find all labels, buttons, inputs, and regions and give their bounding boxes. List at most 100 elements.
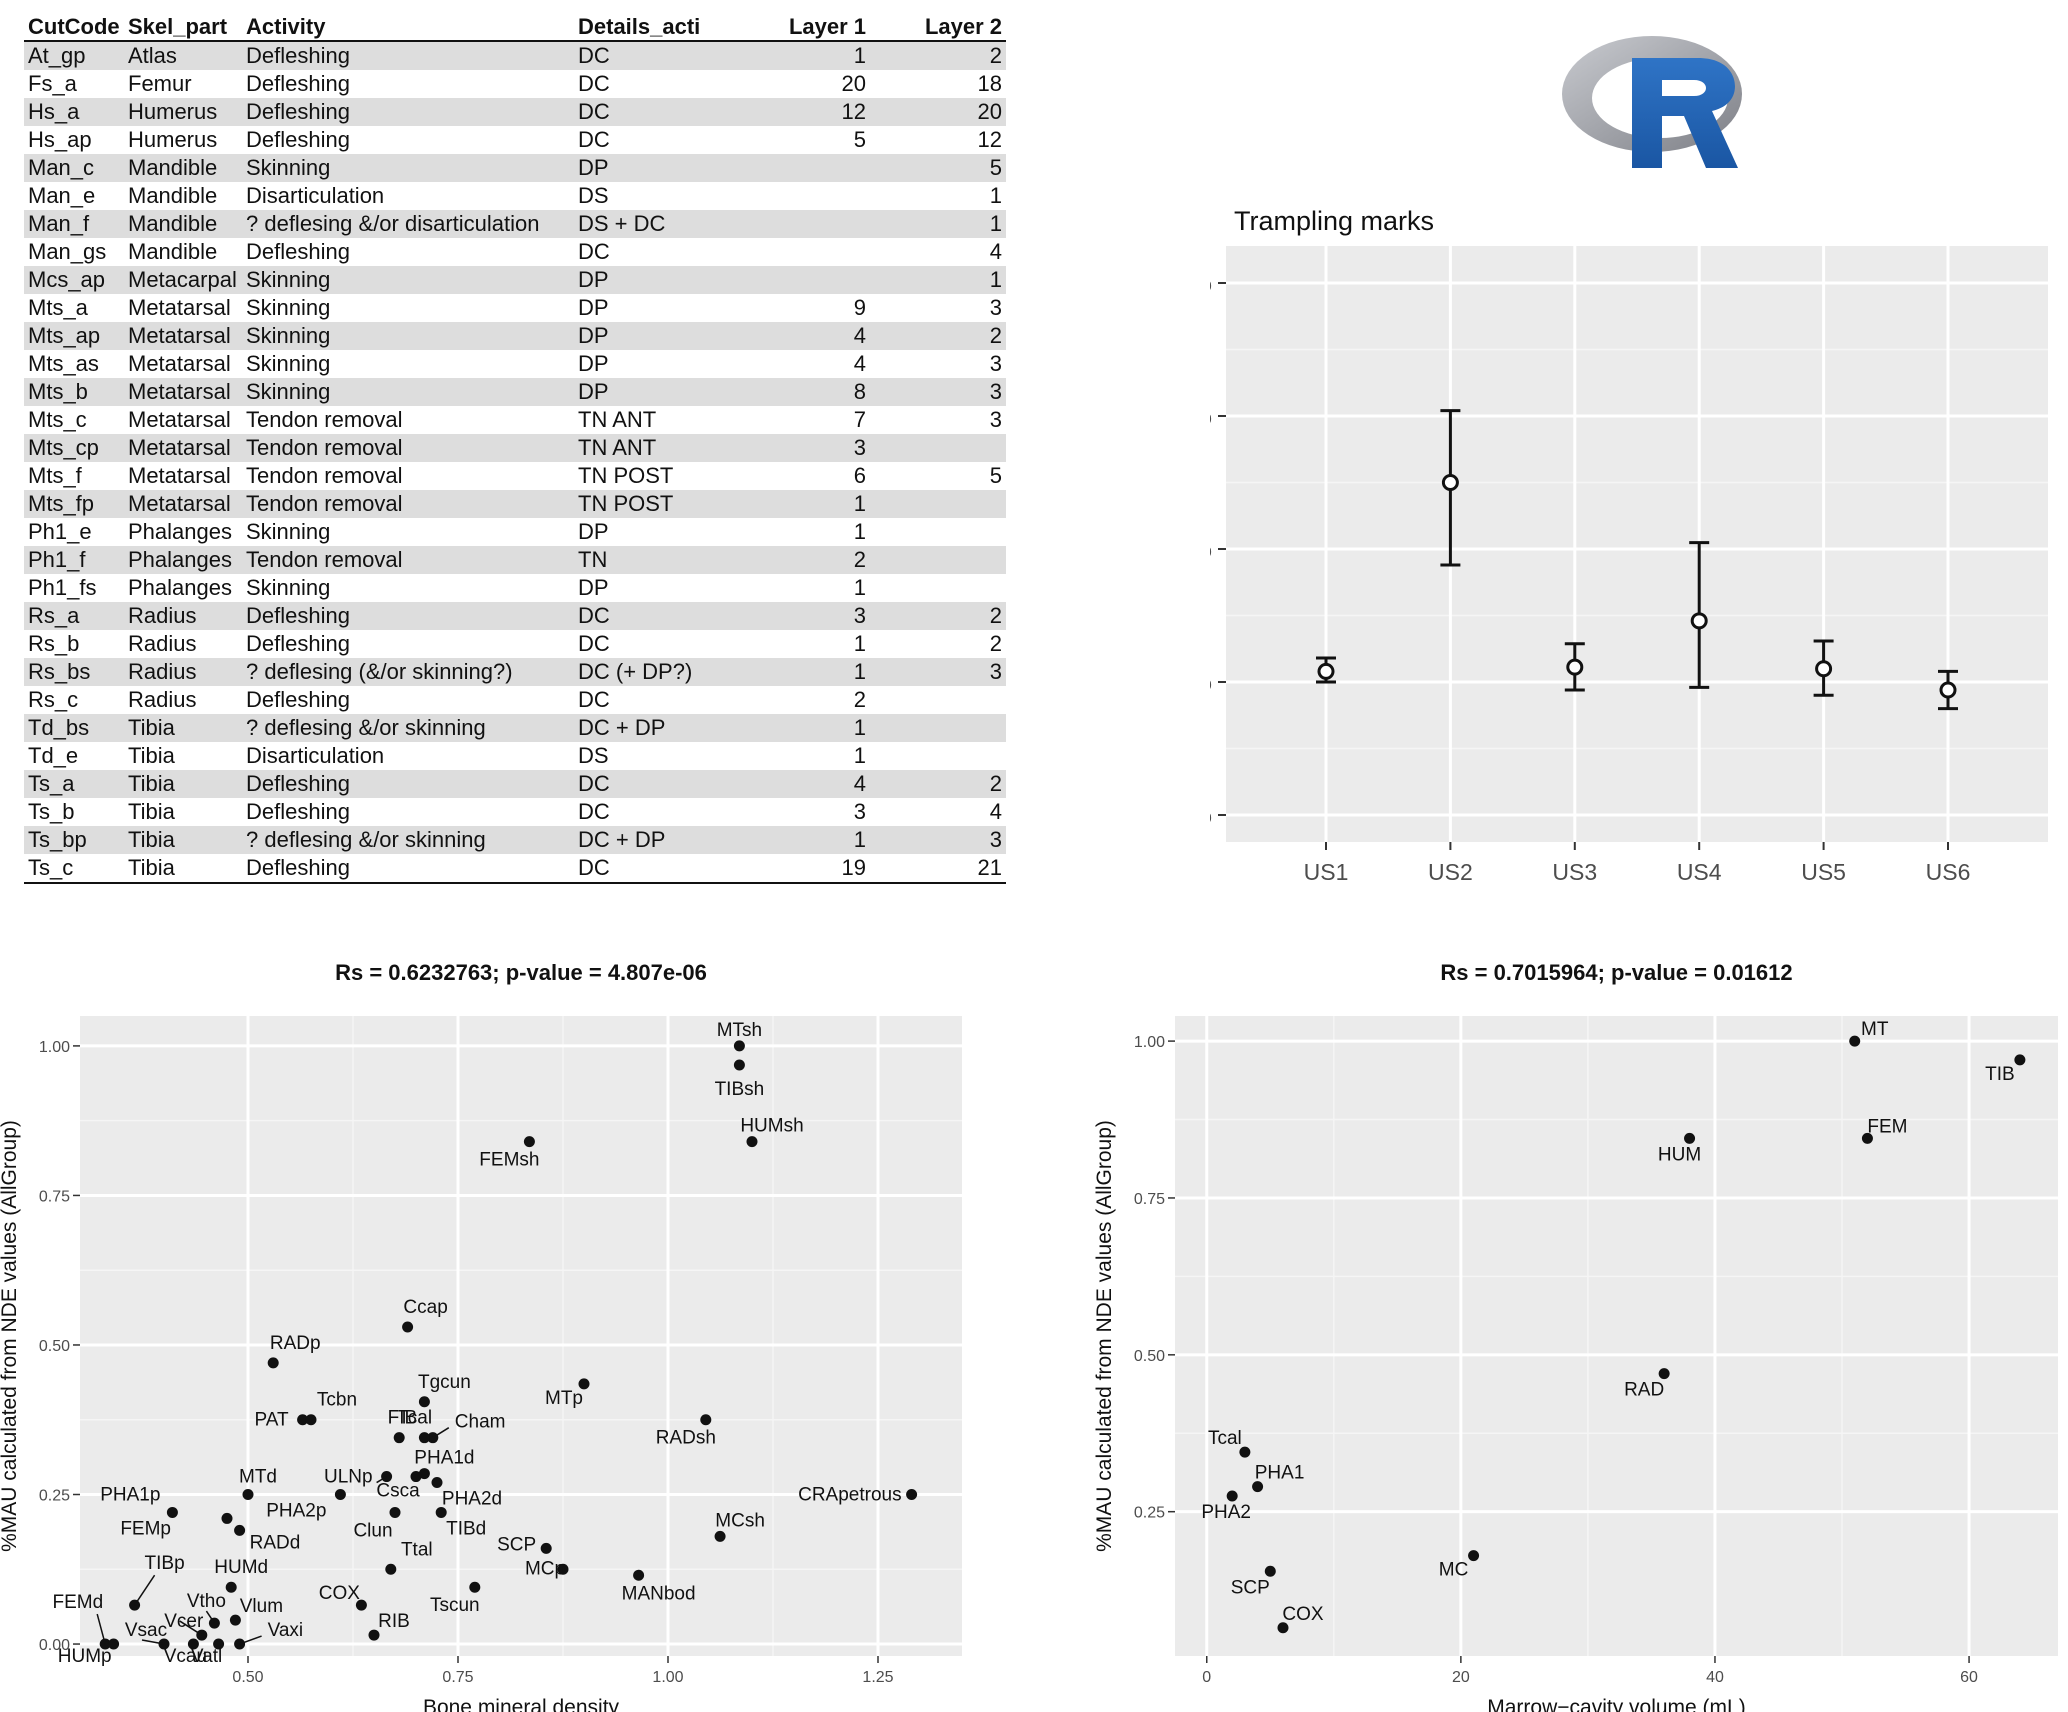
x-tick-label: US1 — [1304, 859, 1349, 885]
column-header: Activity — [242, 14, 574, 42]
table-row: Ph1_e Phalanges Skinning DP 1 — [24, 518, 1006, 546]
table-cell: Mts_cp — [24, 434, 124, 462]
y-tick-label: 25% — [1210, 669, 1212, 695]
x-tick-label: US4 — [1677, 859, 1722, 885]
point-label: Vcau — [164, 1646, 207, 1667]
table-cell: TN — [574, 546, 734, 574]
point-label: Clun — [353, 1520, 392, 1541]
table-cell: DP — [574, 378, 734, 406]
table-cell: Metatarsal — [128, 463, 231, 488]
table-cell: Metatarsal — [128, 407, 231, 432]
table-cell: DP — [578, 575, 609, 600]
table-cell: Ph1_e — [28, 519, 92, 544]
data-point — [334, 1489, 346, 1501]
table-cell: DC — [578, 239, 610, 264]
table-row: Mcs_ap Metacarpal Skinning DP 1 — [24, 266, 1006, 294]
table-cell: DS — [578, 183, 609, 208]
point-label: CRApetrous — [798, 1485, 902, 1506]
table-cell: Humerus — [128, 127, 218, 152]
label-leader-line — [96, 1613, 106, 1645]
table-cell: Man_c — [24, 154, 124, 182]
table-cell: Mts_c — [28, 407, 87, 432]
point-label: Csca — [376, 1481, 420, 1502]
point-label: Tcal — [1208, 1428, 1242, 1449]
table-cell: Man_f — [24, 210, 124, 238]
y-tick-label: 0.25 — [39, 1488, 70, 1505]
data-point — [187, 1638, 199, 1650]
mean-point — [1441, 474, 1459, 491]
table-cell: Rs_a — [24, 602, 124, 630]
table-cell: 1 — [853, 575, 866, 600]
table-cell: Defleshing — [246, 71, 350, 96]
mean-point — [1939, 681, 1957, 699]
table-cell: Defleshing — [242, 41, 574, 70]
table-row: Rs_b Radius Defleshing DC 1 2 — [24, 630, 1006, 658]
table-cell: Hs_a — [24, 98, 124, 126]
table-cell: DP — [574, 266, 734, 294]
table-cell: 3 — [853, 799, 866, 824]
table-cell: Mandible — [124, 154, 242, 182]
y-tick-label: 0.25 — [1134, 1505, 1165, 1522]
point-label: PHA2d — [442, 1489, 502, 1510]
table-cell: 8 — [734, 378, 870, 406]
table-row: Mts_as Metatarsal Skinning DP 4 3 — [24, 350, 1006, 378]
table-cell: Rs_c — [28, 687, 79, 712]
table-cell: Defleshing — [242, 602, 574, 630]
label-leader-line — [179, 1620, 203, 1636]
label-leader-line — [432, 1427, 450, 1439]
table-cell: Man_gs — [28, 239, 107, 264]
table-cell: Mts_ap — [24, 322, 124, 350]
table-cell: Ts_c — [24, 854, 124, 884]
data-point — [523, 1136, 535, 1148]
table-cell: Ph1_f — [24, 546, 124, 574]
table-cell: 21 — [870, 854, 1006, 884]
table-cell — [734, 238, 870, 266]
table-cell: 3 — [989, 351, 1002, 376]
table-cell: Td_bs — [24, 714, 124, 742]
table-cell: 5 — [989, 463, 1002, 488]
point-label: MC — [1439, 1560, 1469, 1581]
data-point — [1264, 1565, 1276, 1577]
table-row: Td_e Tibia Disarticulation DS 1 — [24, 742, 1006, 770]
table-cell: Metatarsal — [128, 351, 231, 376]
label-leader-line — [141, 1639, 165, 1645]
table-row: Man_gs Mandible Defleshing DC 4 — [24, 238, 1006, 266]
table-cell: Defleshing — [246, 127, 350, 152]
plot-background — [1226, 246, 2048, 842]
data-point — [578, 1378, 590, 1390]
chart-title: Rs = 0.6232763; p-value = 4.807e-06 — [335, 960, 707, 985]
table-cell: 20 — [870, 98, 1006, 126]
point-label: RADsh — [656, 1428, 716, 1449]
table-row: Man_f Mandible? deflesing &/or disarticul… — [24, 210, 1006, 238]
x-tick-label: US3 — [1552, 859, 1597, 885]
data-point — [469, 1581, 481, 1593]
table-cell: 1 — [734, 490, 870, 518]
table-cell: 12 — [734, 98, 870, 126]
point-label: MCp — [525, 1558, 565, 1579]
table-cell: 2 — [870, 322, 1006, 350]
table-cell: Skinning — [242, 322, 574, 350]
table-cell: Skinning — [242, 378, 574, 406]
table-row: Rs_c Radius Defleshing DC 2 — [24, 686, 1006, 714]
y-tick-label: 0.50 — [39, 1338, 70, 1355]
table-cell: DP — [578, 295, 609, 320]
data-point — [402, 1321, 414, 1333]
table-header-row: CutCode Skel_part Activity Details_acti … — [24, 14, 1006, 42]
table-row: Ts_bp Tibia? deflesing &/or skinning DC + … — [24, 826, 1006, 854]
table-cell: Ts_bp — [24, 826, 124, 854]
table-cell: 1 — [853, 631, 866, 656]
table-cell: Defleshing — [246, 631, 350, 656]
point-label: TIB — [1985, 1064, 2015, 1085]
point-label: RAD — [1624, 1380, 1664, 1401]
table-cell: 1 — [734, 41, 870, 70]
table-cell: DC — [578, 687, 610, 712]
table-cell: Skinning — [242, 154, 574, 182]
point-label: COX — [1282, 1604, 1324, 1625]
marrow-volume-scatter-chart: 0 20 40 60 0.25 0.50 0.75 1.00 MT TIB FEM HUM RAD Tca… — [1095, 960, 2058, 1712]
label-leader-line — [239, 1635, 262, 1645]
x-tick-label: US2 — [1428, 859, 1473, 885]
point-label: PHA1p — [100, 1484, 160, 1505]
point-label: MTsh — [717, 1020, 762, 1041]
cutcode-table: CutCode Skel_part Activity Details_acti … — [24, 14, 1006, 884]
y-tick-label: 1.00 — [1134, 1034, 1165, 1051]
